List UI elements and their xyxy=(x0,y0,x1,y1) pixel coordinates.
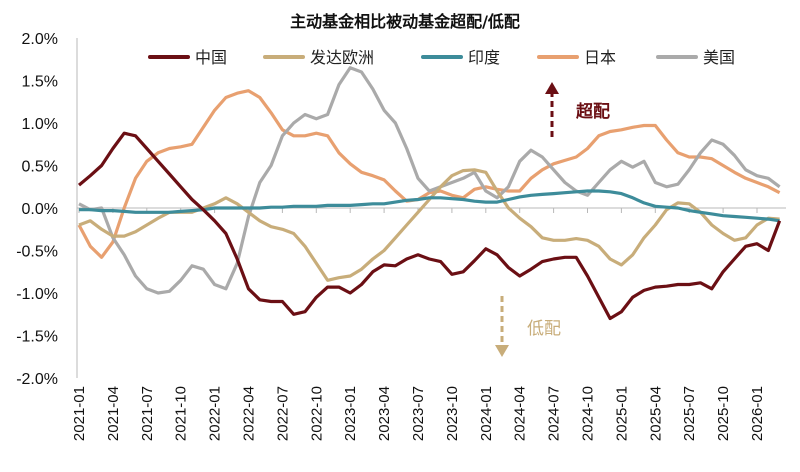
legend-item: 中国 xyxy=(148,48,227,67)
underweight-arrow-icon xyxy=(495,345,509,357)
x-tick-label: 2024-01 xyxy=(478,386,495,441)
x-tick-label: 2025-07 xyxy=(681,386,698,441)
x-tick-label: 2025-04 xyxy=(647,386,664,441)
x-tick-label: 2021-07 xyxy=(139,386,156,441)
chart-title: 主动基金相比被动基金超配/低配 xyxy=(290,12,520,31)
overweight-label: 超配 xyxy=(576,101,610,122)
y-tick-label: -0.5% xyxy=(16,244,58,261)
x-tick-label: 2025-01 xyxy=(613,386,630,441)
underweight-label: 低配 xyxy=(527,319,561,339)
y-tick-label: 0.0% xyxy=(22,201,58,218)
legend-label: 日本 xyxy=(584,48,616,67)
y-tick-label: 1.5% xyxy=(22,74,58,91)
x-tick-label: 2022-01 xyxy=(207,386,224,441)
legend-label: 美国 xyxy=(703,48,735,67)
y-tick-label: -1.5% xyxy=(16,329,58,346)
legend-item: 美国 xyxy=(656,48,735,67)
x-tick-label: 2023-10 xyxy=(444,386,461,441)
legend-label: 印度 xyxy=(468,48,500,67)
series-line-0 xyxy=(77,131,782,321)
legend-item: 发达欧洲 xyxy=(263,48,374,67)
series-line-2 xyxy=(79,189,780,223)
series-line-4 xyxy=(78,66,781,295)
x-tick-label: 2025-10 xyxy=(715,386,732,441)
x-tick-label: 2024-10 xyxy=(580,386,597,441)
y-tick-label: 2.0% xyxy=(22,31,58,48)
x-tick-label: 2026-01 xyxy=(749,386,766,441)
x-tick-label: 2021-01 xyxy=(71,386,88,441)
y-tick-label: 1.0% xyxy=(22,116,58,133)
x-tick-label: 2023-01 xyxy=(342,386,359,441)
legend-label: 中国 xyxy=(195,48,227,67)
x-tick-label: 2022-07 xyxy=(274,386,291,441)
x-tick-label: 2022-10 xyxy=(308,386,325,441)
series-line-3 xyxy=(77,89,781,259)
x-tick-label: 2023-04 xyxy=(376,386,393,441)
y-tick-label: -2.0% xyxy=(16,371,58,388)
legend-item: 日本 xyxy=(537,48,616,67)
y-tick-label: 0.5% xyxy=(22,159,58,176)
y-tick-label: -1.0% xyxy=(16,286,58,303)
x-tick-label: 2023-07 xyxy=(410,386,427,441)
x-tick-label: 2021-10 xyxy=(173,386,190,441)
x-tick-label: 2024-07 xyxy=(546,386,563,441)
legend-label: 发达欧洲 xyxy=(310,48,374,67)
x-tick-label: 2021-04 xyxy=(105,386,122,441)
legend-item: 印度 xyxy=(421,48,500,67)
overweight-arrow-icon xyxy=(545,82,559,94)
x-tick-label: 2024-04 xyxy=(512,386,529,441)
x-tick-label: 2022-04 xyxy=(241,386,258,441)
